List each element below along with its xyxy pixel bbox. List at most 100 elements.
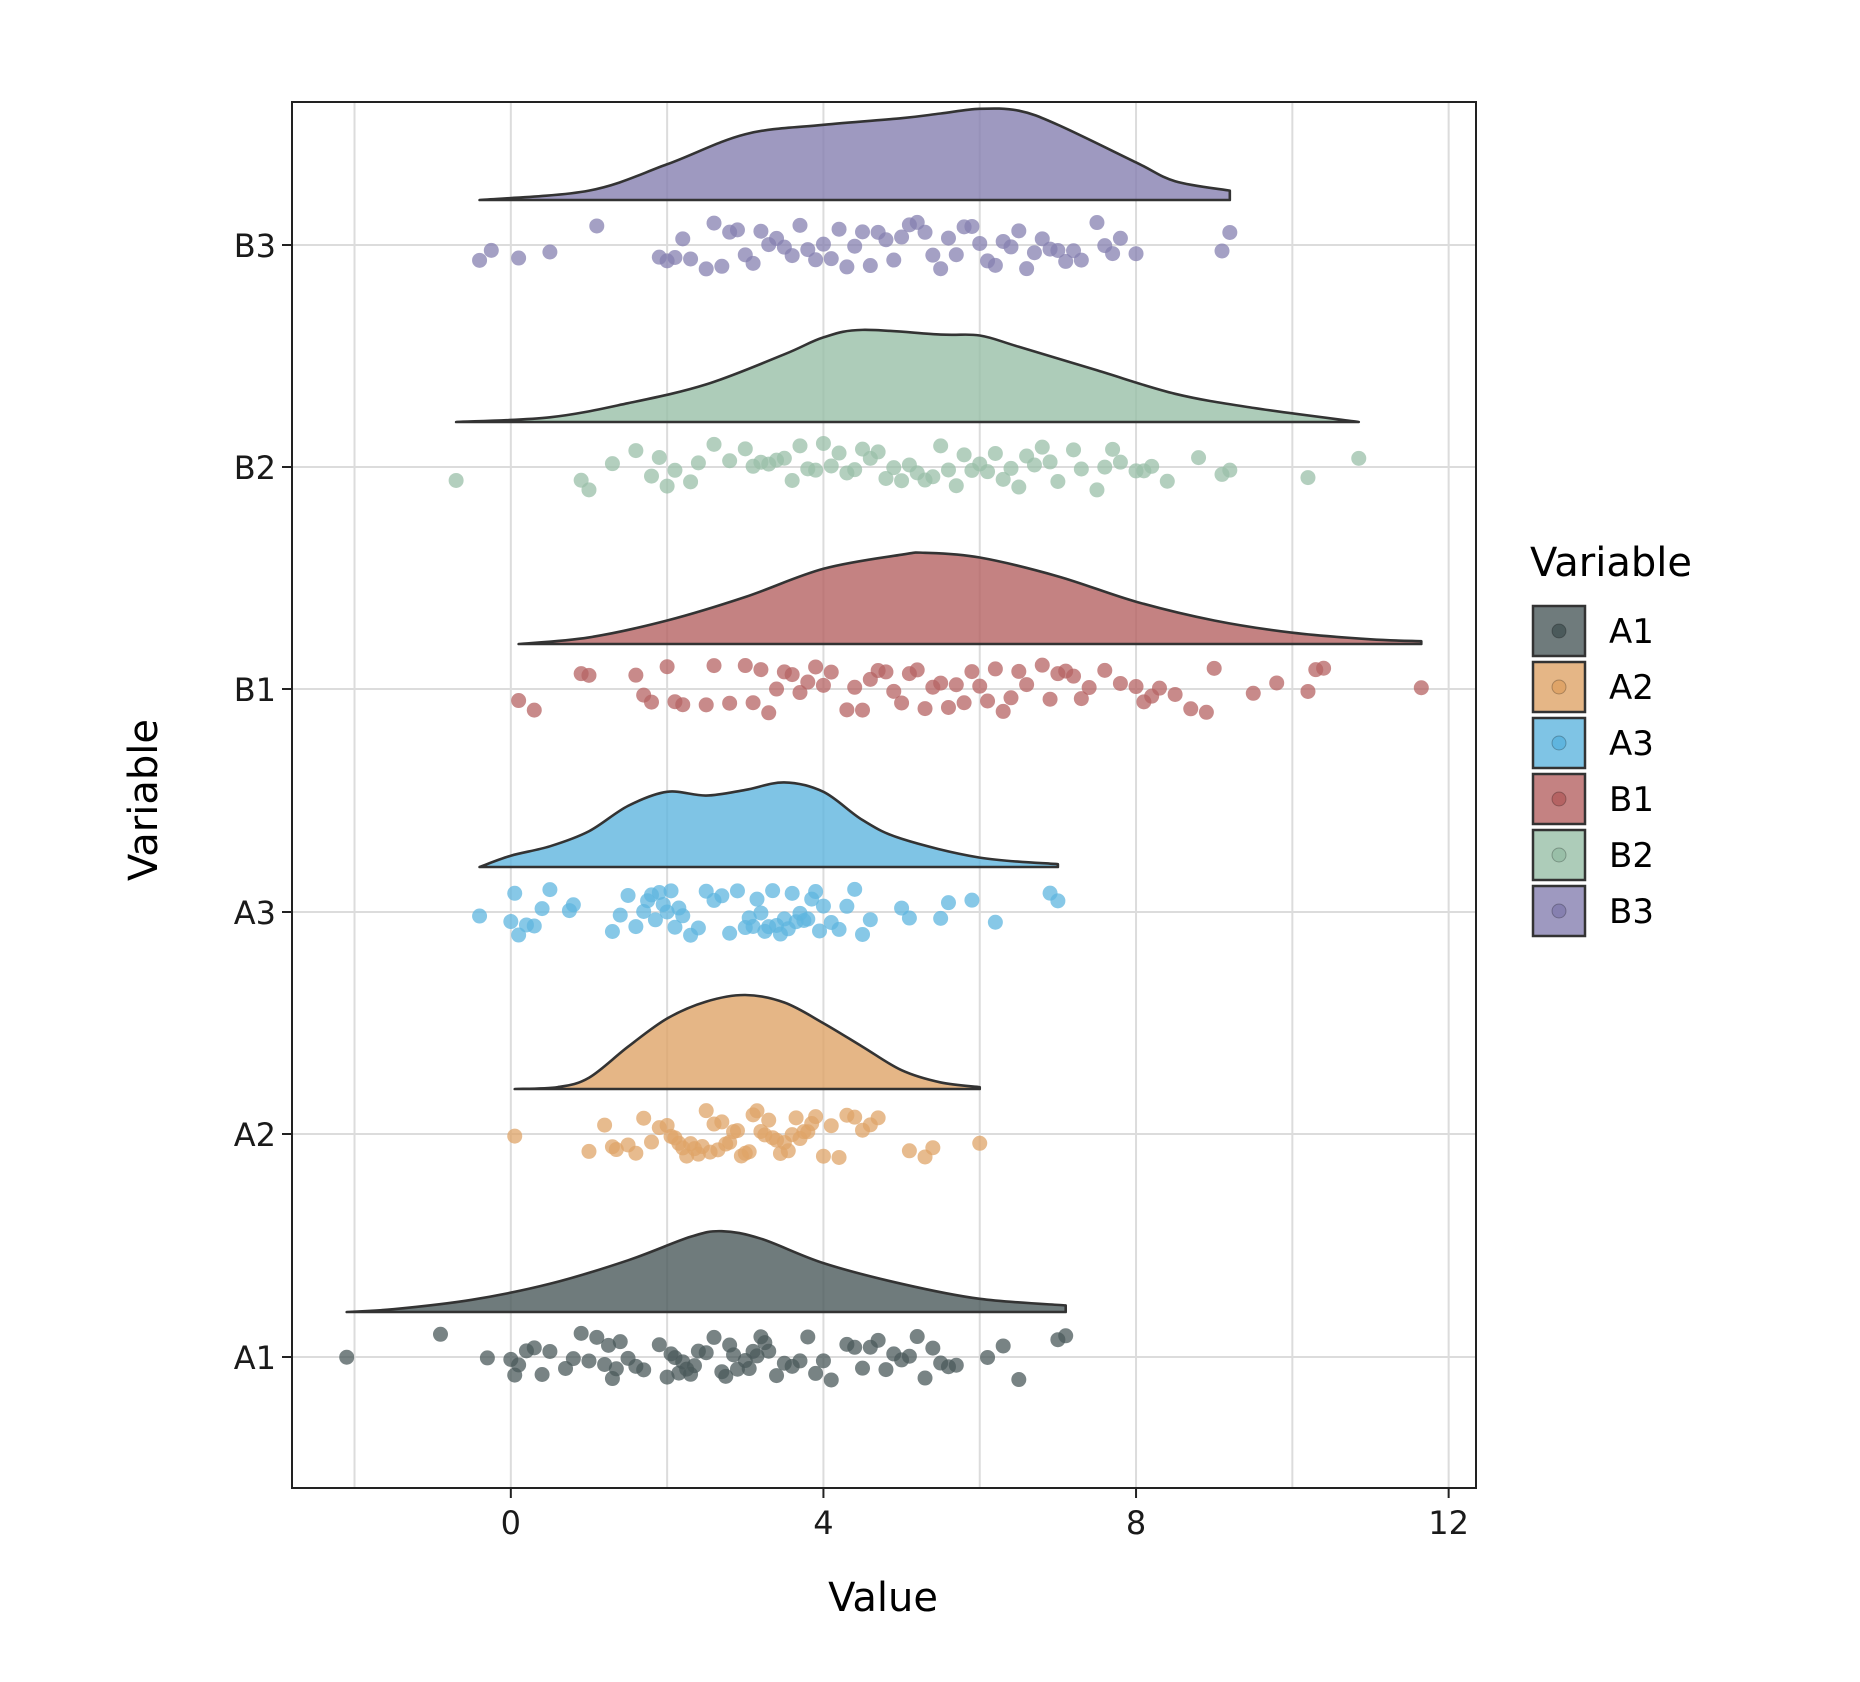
point-b3 bbox=[675, 231, 691, 247]
point-a1 bbox=[565, 1351, 581, 1367]
point-b2 bbox=[651, 449, 667, 465]
point-a3 bbox=[808, 884, 824, 900]
point-b2 bbox=[925, 469, 941, 485]
point-b3 bbox=[729, 222, 745, 238]
y-tick-label: A3 bbox=[234, 894, 276, 932]
point-b2 bbox=[940, 462, 956, 478]
point-b2 bbox=[1351, 450, 1367, 466]
point-a1 bbox=[542, 1343, 558, 1359]
point-a1 bbox=[741, 1361, 757, 1377]
point-a3 bbox=[745, 918, 761, 934]
point-b2 bbox=[1011, 479, 1027, 495]
point-b2 bbox=[1050, 474, 1066, 490]
point-b1 bbox=[769, 681, 785, 697]
point-b2 bbox=[722, 453, 738, 469]
point-b2 bbox=[1073, 461, 1089, 477]
point-b3 bbox=[753, 223, 769, 239]
point-a3 bbox=[729, 883, 745, 899]
point-b3 bbox=[792, 217, 808, 233]
point-b2 bbox=[831, 445, 847, 461]
point-a3 bbox=[987, 914, 1003, 930]
point-b3 bbox=[847, 238, 863, 254]
point-a1 bbox=[589, 1329, 605, 1345]
point-b3 bbox=[1050, 242, 1066, 258]
x-tick-label: 4 bbox=[813, 1504, 833, 1542]
point-b2 bbox=[1097, 459, 1113, 475]
point-b2 bbox=[878, 470, 894, 486]
point-b3 bbox=[862, 258, 878, 274]
legend-label-b1: B1 bbox=[1609, 780, 1654, 820]
y-tick-label: A2 bbox=[234, 1116, 276, 1154]
point-a1 bbox=[608, 1361, 624, 1377]
point-b3 bbox=[948, 247, 964, 263]
legend-key-point bbox=[1551, 791, 1567, 807]
point-b1 bbox=[761, 705, 777, 721]
point-a3 bbox=[815, 898, 831, 914]
density-clouds bbox=[345, 107, 1423, 1314]
point-b1 bbox=[1151, 680, 1167, 696]
point-b1 bbox=[1019, 677, 1035, 693]
point-b1 bbox=[1316, 660, 1332, 676]
point-a1 bbox=[792, 1353, 808, 1369]
point-b2 bbox=[1105, 441, 1121, 457]
point-b1 bbox=[964, 664, 980, 680]
point-b3 bbox=[784, 248, 800, 264]
point-b1 bbox=[1413, 680, 1429, 696]
point-b2 bbox=[792, 438, 808, 454]
point-b1 bbox=[737, 658, 753, 674]
point-a1 bbox=[726, 1347, 742, 1363]
point-a1 bbox=[581, 1353, 597, 1369]
point-b1 bbox=[745, 695, 761, 711]
point-b1 bbox=[894, 695, 910, 711]
legend-label-a1: A1 bbox=[1609, 612, 1654, 652]
point-b1 bbox=[800, 674, 816, 690]
point-a1 bbox=[1058, 1328, 1074, 1344]
point-a3 bbox=[604, 923, 620, 939]
point-a1 bbox=[901, 1348, 917, 1364]
point-b1 bbox=[1034, 657, 1050, 673]
point-b1 bbox=[1003, 690, 1019, 706]
point-a1 bbox=[686, 1358, 702, 1374]
point-b2 bbox=[604, 456, 620, 472]
point-b1 bbox=[1112, 675, 1128, 691]
legend-key-point bbox=[1551, 903, 1567, 919]
point-b1 bbox=[948, 677, 964, 693]
point-a2 bbox=[870, 1110, 886, 1126]
point-a3 bbox=[784, 885, 800, 901]
point-b2 bbox=[847, 462, 863, 478]
legend-key-point bbox=[1551, 679, 1567, 695]
point-b2 bbox=[894, 473, 910, 489]
point-b1 bbox=[1300, 683, 1316, 699]
point-a3 bbox=[753, 905, 769, 921]
point-b3 bbox=[1019, 261, 1035, 277]
point-a1 bbox=[749, 1348, 765, 1364]
legend-label-b3: B3 bbox=[1609, 892, 1654, 932]
density-b3 bbox=[478, 107, 1232, 202]
point-b1 bbox=[933, 675, 949, 691]
point-b1 bbox=[878, 664, 894, 680]
point-b3 bbox=[1034, 231, 1050, 247]
point-b1 bbox=[792, 685, 808, 701]
point-b3 bbox=[894, 229, 910, 245]
point-a1 bbox=[534, 1366, 550, 1382]
point-b1 bbox=[855, 702, 871, 718]
point-b1 bbox=[1097, 662, 1113, 678]
point-b3 bbox=[1128, 246, 1144, 262]
point-a3 bbox=[565, 897, 581, 913]
point-b3 bbox=[878, 232, 894, 248]
point-a3 bbox=[862, 912, 878, 928]
point-b1 bbox=[808, 659, 824, 675]
point-a3 bbox=[612, 907, 628, 923]
point-a3 bbox=[534, 901, 550, 917]
point-b1 bbox=[581, 667, 597, 683]
point-b2 bbox=[1089, 482, 1105, 498]
point-b2 bbox=[987, 445, 1003, 461]
point-b1 bbox=[706, 658, 722, 674]
point-b3 bbox=[542, 244, 558, 260]
point-a2 bbox=[761, 1112, 777, 1128]
point-b3 bbox=[815, 236, 831, 252]
point-b1 bbox=[1128, 679, 1144, 695]
point-b3 bbox=[831, 221, 847, 237]
point-b3 bbox=[1058, 253, 1074, 269]
point-a3 bbox=[901, 910, 917, 926]
